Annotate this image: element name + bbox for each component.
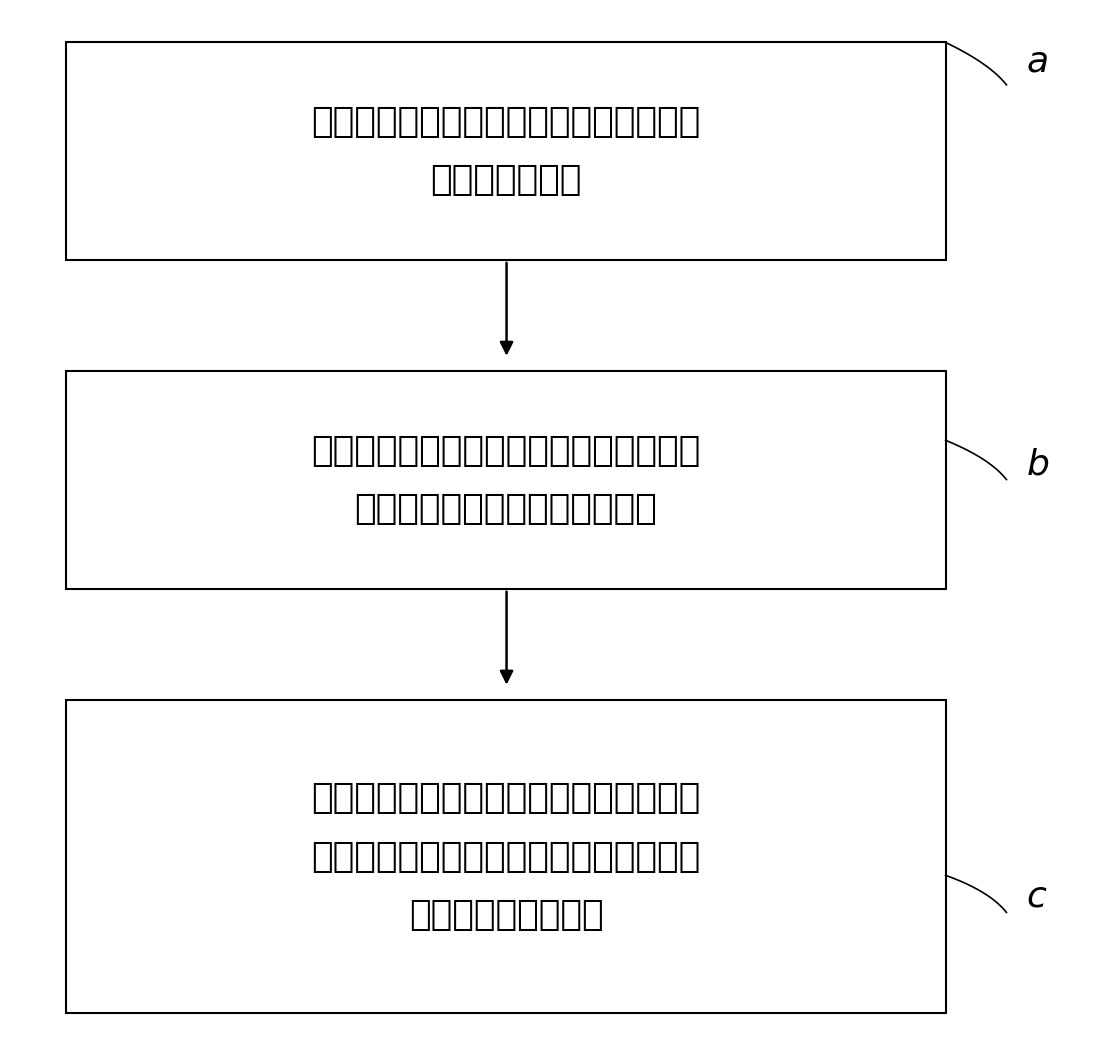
- Text: 流速触发自检的结果: 流速触发自检的结果: [409, 898, 603, 933]
- Text: 流速作为检测点: 流速作为检测点: [430, 163, 582, 197]
- Text: b: b: [1026, 448, 1050, 482]
- Text: 将检测得到的各所述检测点的流速与对应: 将检测得到的各所述检测点的流速与对应: [312, 781, 700, 816]
- FancyBboxPatch shape: [66, 700, 946, 1013]
- Text: 述检测点，依次检测所述检测点: 述检测点，依次检测所述检测点: [355, 492, 657, 526]
- FancyBboxPatch shape: [66, 42, 946, 260]
- FancyBboxPatch shape: [66, 371, 946, 589]
- Text: 根据所述呼吸机的流速触发范围选择多个: 根据所述呼吸机的流速触发范围选择多个: [312, 105, 700, 139]
- Text: 控制向所述呼吸机输出的气体流速至各所: 控制向所述呼吸机输出的气体流速至各所: [312, 434, 700, 468]
- Text: a: a: [1026, 45, 1048, 79]
- Text: c: c: [1026, 880, 1046, 914]
- Text: 的预设的检测指标对比，得到所述呼吸机: 的预设的检测指标对比，得到所述呼吸机: [312, 839, 700, 874]
